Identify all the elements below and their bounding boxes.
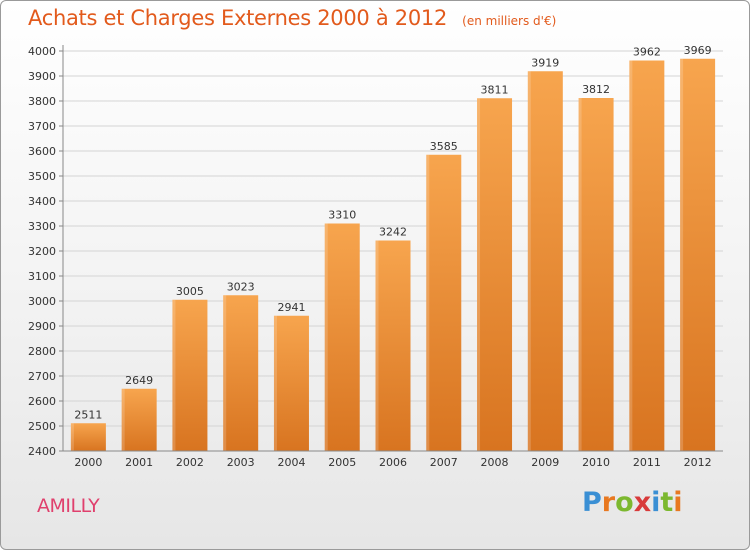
chart-subtitle: (en milliers d'€)	[462, 14, 557, 28]
bar-2006	[375, 240, 411, 451]
y-axis-ticks: 2400 2500 2600 2700 2800 2900 3000 3100 3200 3300…	[28, 45, 63, 458]
bar-highlight	[629, 60, 633, 451]
x-tick-label: 2012	[684, 456, 712, 469]
bars	[70, 58, 716, 451]
bar-highlight	[223, 295, 227, 451]
bar-2005	[324, 223, 360, 451]
data-label: 2941	[277, 301, 305, 314]
x-tick-label: 2002	[176, 456, 204, 469]
bar-2012	[680, 58, 716, 451]
bar-highlight	[426, 154, 430, 451]
bar-2003	[223, 295, 259, 451]
y-tick-label: 3900	[28, 70, 56, 83]
data-label: 3585	[430, 140, 458, 153]
bar-highlight	[578, 98, 582, 451]
bar-2000	[70, 423, 106, 451]
bar-2008	[477, 98, 513, 451]
data-label: 3023	[227, 280, 255, 293]
y-tick-label: 3700	[28, 120, 56, 133]
y-tick-label: 2400	[28, 445, 56, 458]
logo-letter: x	[633, 487, 652, 518]
y-tick-label: 2700	[28, 370, 56, 383]
data-label: 3811	[481, 83, 509, 96]
x-tick-label: 2010	[582, 456, 610, 469]
bar-2009	[527, 71, 563, 451]
y-tick-label: 3400	[28, 195, 56, 208]
bar-highlight	[121, 388, 125, 451]
bar-2011	[629, 60, 665, 451]
data-label: 3310	[328, 209, 356, 222]
bar-highlight	[375, 240, 379, 451]
bar-highlight	[70, 423, 74, 451]
y-tick-label: 2800	[28, 345, 56, 358]
logo-letter: i	[651, 487, 661, 518]
y-tick-label: 2500	[28, 420, 56, 433]
logo-letter: i	[673, 487, 683, 518]
bar-highlight	[680, 58, 684, 451]
x-tick-label: 2009	[531, 456, 559, 469]
y-tick-label: 3500	[28, 170, 56, 183]
logo-letter: r	[601, 487, 616, 518]
bar-2007	[426, 154, 462, 451]
data-label: 3242	[379, 226, 407, 239]
location-label: AMILLY	[37, 495, 100, 517]
axes	[62, 45, 723, 452]
x-tick-label: 2007	[430, 456, 458, 469]
y-tick-label: 2600	[28, 395, 56, 408]
x-tick-label: 2008	[481, 456, 509, 469]
y-tick-label: 3300	[28, 220, 56, 233]
x-tick-label: 2005	[328, 456, 356, 469]
data-label: 3962	[633, 46, 661, 59]
y-tick-label: 4000	[28, 45, 56, 58]
data-label: 2511	[74, 408, 102, 421]
y-tick-label: 2900	[28, 320, 56, 333]
x-tick-label: 2001	[125, 456, 153, 469]
y-tick-label: 3100	[28, 270, 56, 283]
bar-highlight	[273, 315, 277, 451]
y-tick-label: 3000	[28, 295, 56, 308]
title-row: Achats et Charges Externes 2000 à 2012 (…	[28, 6, 556, 30]
x-tick-label: 2006	[379, 456, 407, 469]
bar-highlight	[172, 299, 176, 451]
logo-letter: o	[615, 487, 634, 518]
logo-letter: t	[660, 487, 674, 518]
data-label: 3919	[531, 56, 559, 69]
x-tick-label: 2004	[277, 456, 305, 469]
data-label: 3812	[582, 83, 610, 96]
bar-2004	[273, 315, 309, 451]
x-axis-ticks: 2000 2001 2002 2003 2004 2005 2006 2007 2008 2009…	[74, 456, 711, 469]
data-label: 3969	[684, 44, 712, 57]
y-tick-label: 3200	[28, 245, 56, 258]
bar-2002	[172, 299, 208, 451]
data-label: 3005	[176, 285, 204, 298]
data-labels: 2511 2649 3005 3023 2941 3310 3242 3585 3811 3919…	[74, 44, 711, 422]
proxiti-logo[interactable]: Proxiti	[582, 487, 683, 518]
bar-highlight	[527, 71, 531, 451]
x-tick-label: 2000	[74, 456, 102, 469]
bar-highlight	[324, 223, 328, 451]
bar-2010	[578, 98, 614, 451]
y-tick-label: 3800	[28, 95, 56, 108]
logo-letter: P	[582, 487, 602, 518]
data-label: 2649	[125, 374, 153, 387]
bar-2001	[121, 388, 157, 451]
bar-highlight	[477, 98, 481, 451]
chart-title: Achats et Charges Externes 2000 à 2012	[28, 6, 448, 30]
x-tick-label: 2003	[227, 456, 255, 469]
y-tick-label: 3600	[28, 145, 56, 158]
x-tick-label: 2011	[633, 456, 661, 469]
